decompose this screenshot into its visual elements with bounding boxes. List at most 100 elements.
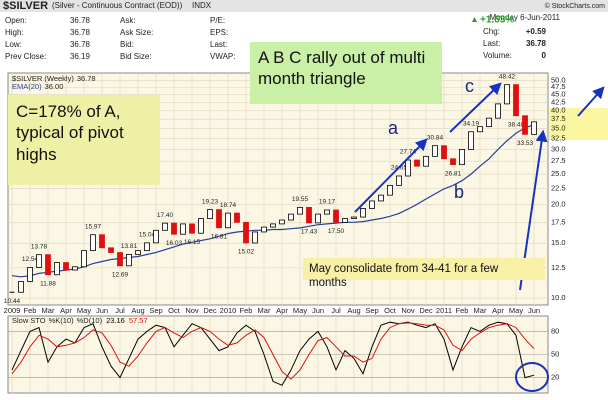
y-tick-label: 12.5 xyxy=(551,263,566,272)
candle xyxy=(378,194,384,202)
x-tick-label: Feb xyxy=(456,306,469,315)
quote-label: Low: xyxy=(5,40,22,49)
candle xyxy=(468,131,474,150)
value-label: 26.81 xyxy=(445,170,462,177)
value-label: 17.43 xyxy=(301,229,318,236)
candle xyxy=(225,212,231,229)
candle xyxy=(72,266,78,271)
arrow-right xyxy=(577,86,605,117)
arrow-c xyxy=(449,82,502,133)
x-tick-label: Sep xyxy=(365,306,378,315)
candle xyxy=(432,145,438,157)
candle xyxy=(522,115,528,135)
value-label: 11.88 xyxy=(40,280,56,287)
quote-value: 36.78 xyxy=(70,40,91,49)
y-tick-label: 30.0 xyxy=(551,144,566,153)
stat-label: Chg: xyxy=(483,27,500,36)
y-tick-label: 22.5 xyxy=(551,183,566,192)
legend-name: %K(10) xyxy=(49,316,75,325)
candle xyxy=(387,184,393,196)
candle xyxy=(117,252,123,267)
quote-label: Bid: xyxy=(120,40,134,49)
candle xyxy=(504,84,510,105)
candle xyxy=(234,212,240,223)
candle xyxy=(459,149,465,166)
candle xyxy=(396,175,402,186)
title-bar xyxy=(0,0,608,12)
x-tick-label: 2011 xyxy=(436,306,452,315)
legend-name: EMA(20) xyxy=(12,82,42,91)
quote-label: P/E: xyxy=(210,16,225,25)
candle xyxy=(351,216,357,219)
y-tick-label: 17.5 xyxy=(551,217,566,226)
y-tick-label: 40.0 xyxy=(551,105,566,114)
candle xyxy=(99,234,105,249)
candle xyxy=(450,158,456,166)
candle xyxy=(369,200,375,209)
x-tick-label: Oct xyxy=(168,306,181,315)
y-tick-label: 10.0 xyxy=(551,293,566,302)
quote-label: Last: xyxy=(210,40,227,49)
value-label: 17.50 xyxy=(328,228,345,235)
legend-value: 36.78 xyxy=(77,74,96,83)
x-tick-label: Nov xyxy=(185,306,199,315)
quote-label: Bid Size: xyxy=(120,52,152,61)
x-tick-label: Apr xyxy=(492,306,504,315)
value-label: 19.23 xyxy=(202,198,219,205)
line xyxy=(11,124,535,278)
legend: EMA(20) 36.00 xyxy=(12,82,63,91)
y-tick-label: 45.0 xyxy=(551,90,566,99)
annotation: May consolidate from 34-41 for a few mon… xyxy=(303,258,545,289)
quote-label: Prev Close: xyxy=(5,52,46,61)
x-tick-label: Feb xyxy=(24,306,37,315)
y-tick-label: 50.0 xyxy=(551,75,566,84)
x-tick-label: 2010 xyxy=(220,306,237,315)
candle xyxy=(360,207,366,218)
candle xyxy=(63,262,69,271)
candle xyxy=(171,222,177,235)
x-tick-label: May xyxy=(77,306,91,315)
value-label: 33.53 xyxy=(517,140,534,147)
candle xyxy=(54,262,60,276)
value-label: 17.40 xyxy=(157,212,174,219)
copyright: © StockCharts.com xyxy=(545,2,606,10)
y-tick-label: 20.0 xyxy=(551,199,566,208)
x-tick-label: Jul xyxy=(115,306,125,315)
candle xyxy=(414,159,420,167)
candle xyxy=(324,209,330,215)
candle xyxy=(315,213,321,224)
value-label: 15.02 xyxy=(238,249,255,256)
candle xyxy=(162,222,168,231)
x-tick-label: 2009 xyxy=(4,306,21,315)
line xyxy=(11,321,535,386)
candle xyxy=(342,218,348,223)
value-label: 27.74 xyxy=(400,149,417,156)
change-pct: +1.63% xyxy=(480,15,514,26)
quote-label: Ask: xyxy=(120,16,136,25)
candle xyxy=(153,229,159,244)
legend-value: 23.16 xyxy=(106,316,125,325)
quote-value: 36.78 xyxy=(70,28,91,37)
quote-label: Ask Size: xyxy=(120,28,153,37)
candle xyxy=(261,226,267,233)
y-tick-label: 47.5 xyxy=(551,82,566,91)
candle xyxy=(144,242,150,252)
x-tick-label: May xyxy=(293,306,307,315)
value-label: 15.97 xyxy=(85,223,102,230)
candle xyxy=(90,234,96,252)
y-tick-label: 15.0 xyxy=(551,238,566,247)
exchange: INDX xyxy=(192,1,212,10)
quote-label: EPS: xyxy=(210,28,228,37)
quote-label: VWAP: xyxy=(210,52,235,61)
candle xyxy=(135,250,141,255)
stat-value: 0 xyxy=(542,51,547,60)
y-tick-label: 37.5 xyxy=(551,114,566,123)
value-label: 15.04 xyxy=(139,232,156,239)
value-label: 13.81 xyxy=(121,243,138,250)
value-label: 16.03 xyxy=(166,240,183,247)
candle xyxy=(270,223,276,228)
x-tick-label: Jul xyxy=(331,306,341,315)
legend-value: 36.00 xyxy=(45,82,64,91)
x-tick-label: Mar xyxy=(258,306,271,315)
